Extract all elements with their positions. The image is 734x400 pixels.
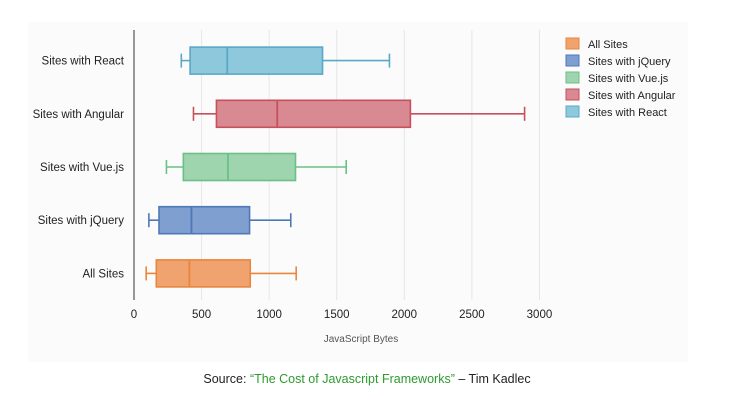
box-all-sites <box>145 259 297 288</box>
axes: 0 500 1000 1500 2000 2500 3000 All Sites Sites w… <box>33 30 553 321</box>
box-iqr <box>155 259 252 288</box>
legend-item[interactable]: Sites with Angular <box>565 88 676 102</box>
legend-swatch <box>565 71 580 84</box>
legend-label: Sites with Angular <box>588 90 676 102</box>
box-plot-chart: 0 500 1000 1500 2000 2500 3000 All Sites Sites w… <box>33 30 676 345</box>
legend-label: Sites with Vue.js <box>588 73 669 85</box>
legend-item[interactable]: All Sites <box>565 37 628 51</box>
legend-swatch <box>565 88 580 101</box>
source-prefix: Source: <box>203 372 250 386</box>
y-category-label: Sites with Angular <box>33 109 125 121</box>
x-tick-label: 2000 <box>392 309 418 321</box>
x-tick-label: 2500 <box>459 309 485 321</box>
x-tick-label: 0 <box>131 309 137 321</box>
source-caption: Source: “The Cost of Javascript Framewor… <box>0 372 734 386</box>
box-sites-with-react <box>180 46 391 75</box>
boxes <box>145 46 526 288</box>
x-tick-label: 1500 <box>324 309 350 321</box>
legend-label: All Sites <box>588 39 628 51</box>
legend-swatch <box>565 54 580 67</box>
x-tick-label: 500 <box>192 309 211 321</box>
legend-swatch <box>565 37 580 50</box>
y-category-label: All Sites <box>82 268 124 280</box>
x-tick-label: 1000 <box>256 309 282 321</box>
box-sites-with-vue-js <box>165 152 347 182</box>
legend-item[interactable]: Sites with React <box>565 105 667 119</box>
source-link[interactable]: “The Cost of Javascript Frameworks” <box>249 372 455 386</box>
source-suffix: – Tim Kadlec <box>454 372 531 386</box>
legend-item[interactable]: Sites with Vue.js <box>565 71 669 85</box>
y-category-label: Sites with React <box>42 56 125 68</box>
box-sites-with-jquery <box>148 205 292 235</box>
y-category-label: Sites with Vue.js <box>40 162 124 174</box>
y-category-label: Sites with jQuery <box>38 215 125 227</box>
legend-label: Sites with jQuery <box>588 56 671 68</box>
box-iqr <box>215 99 412 129</box>
legend-item[interactable]: Sites with jQuery <box>565 54 671 68</box>
legend: All Sites Sites with jQuery Sites with Vue… <box>565 37 676 119</box>
x-axis-title: JavaScript Bytes <box>324 334 398 345</box>
legend-label: Sites with React <box>588 107 667 119</box>
box-sites-with-angular <box>192 99 526 129</box>
box-iqr <box>189 46 324 75</box>
box-iqr <box>182 152 297 182</box>
legend-swatch <box>565 105 580 118</box>
x-tick-label: 3000 <box>527 309 553 321</box>
box-iqr <box>158 205 251 235</box>
